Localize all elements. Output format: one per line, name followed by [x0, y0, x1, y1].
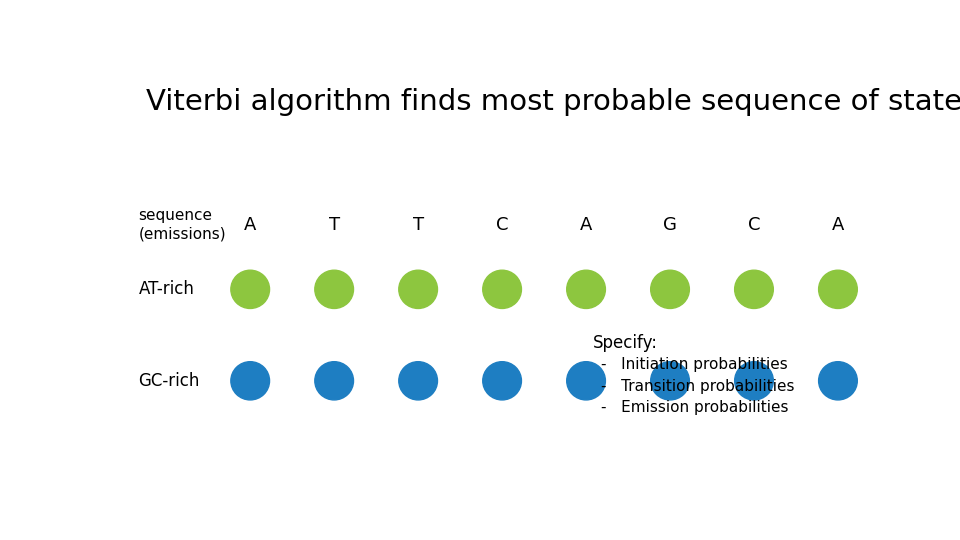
Text: -   Transition probabilities: - Transition probabilities: [601, 379, 795, 394]
Text: T: T: [328, 216, 340, 234]
Text: sequence
(emissions): sequence (emissions): [138, 208, 227, 242]
Text: Viterbi algorithm finds most probable sequence of states: Viterbi algorithm finds most probable se…: [146, 87, 960, 116]
Text: T: T: [413, 216, 423, 234]
Text: A: A: [244, 216, 256, 234]
Ellipse shape: [230, 270, 270, 308]
Text: -   Emission probabilities: - Emission probabilities: [601, 400, 789, 415]
Ellipse shape: [398, 362, 438, 400]
Ellipse shape: [651, 362, 689, 400]
Ellipse shape: [566, 270, 606, 308]
Ellipse shape: [734, 362, 774, 400]
Text: C: C: [748, 216, 760, 234]
Ellipse shape: [398, 270, 438, 308]
Ellipse shape: [483, 270, 521, 308]
Ellipse shape: [819, 362, 857, 400]
Ellipse shape: [483, 362, 521, 400]
Text: G: G: [663, 216, 677, 234]
Text: AT-rich: AT-rich: [138, 280, 195, 298]
Text: A: A: [831, 216, 844, 234]
Ellipse shape: [315, 270, 353, 308]
Text: GC-rich: GC-rich: [138, 372, 200, 390]
Text: -   Initiation probabilities: - Initiation probabilities: [601, 357, 788, 372]
Ellipse shape: [315, 362, 353, 400]
Ellipse shape: [651, 270, 689, 308]
Ellipse shape: [230, 362, 270, 400]
Ellipse shape: [819, 270, 857, 308]
Text: Specify:: Specify:: [592, 334, 658, 352]
Ellipse shape: [566, 362, 606, 400]
Text: C: C: [496, 216, 509, 234]
Text: A: A: [580, 216, 592, 234]
Ellipse shape: [734, 270, 774, 308]
